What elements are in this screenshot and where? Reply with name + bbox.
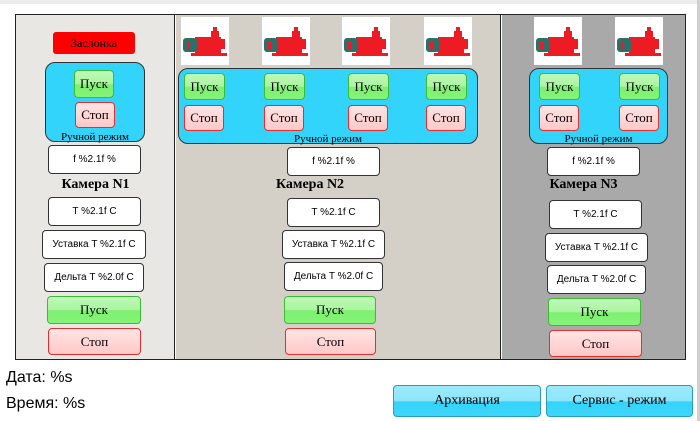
main-frame bbox=[15, 14, 686, 360]
temperature-value: T %2.1f C bbox=[48, 197, 141, 226]
pump-start-button[interactable]: Пуск bbox=[348, 73, 389, 100]
setpoint-field[interactable]: Уставка T %2.1f C bbox=[282, 230, 385, 259]
delta-field[interactable]: Дельта T %2.0f C bbox=[547, 265, 646, 294]
pump-icon bbox=[615, 17, 663, 65]
chamber-start-button[interactable]: Пуск bbox=[548, 298, 641, 326]
time-label: Время: %s bbox=[6, 395, 86, 412]
top-strip bbox=[0, 0, 700, 4]
setpoint-field[interactable]: Уставка T %2.1f C bbox=[545, 233, 648, 262]
chamber-start-button[interactable]: Пуск bbox=[284, 296, 376, 324]
pump-icon bbox=[181, 17, 229, 65]
manual-mode-label: Ручной режим bbox=[564, 133, 633, 145]
pump-stop-button[interactable]: Стоп bbox=[264, 105, 304, 131]
date-label: Дата: %s bbox=[6, 369, 73, 386]
pump-start-button[interactable]: Пуск bbox=[619, 73, 660, 100]
damper-button[interactable]: Заслонка bbox=[53, 32, 135, 54]
manual-stop-button[interactable]: Стоп bbox=[75, 102, 115, 128]
chamber-title: Камера N3 bbox=[549, 177, 618, 192]
pump-start-button[interactable]: Пуск bbox=[539, 73, 580, 100]
chamber-start-button[interactable]: Пуск bbox=[47, 296, 141, 324]
pump-icon bbox=[342, 17, 390, 65]
pump-start-button[interactable]: Пуск bbox=[426, 73, 467, 100]
frequency-value: f %2.1f % bbox=[547, 147, 640, 176]
archive-button[interactable]: Архивация bbox=[393, 385, 541, 417]
pump-stop-button[interactable]: Стоп bbox=[426, 105, 466, 131]
chamber-title: Камера N1 bbox=[61, 177, 130, 192]
pump-icon bbox=[534, 17, 582, 65]
pump-stop-button[interactable]: Стоп bbox=[539, 105, 579, 131]
delta-field[interactable]: Дельта T %2.0f C bbox=[44, 263, 144, 292]
pump-stop-button[interactable]: Стоп bbox=[619, 105, 659, 131]
pump-stop-button[interactable]: Стоп bbox=[184, 105, 224, 131]
manual-mode-label: Ручной режим bbox=[293, 133, 362, 145]
pump-icon bbox=[424, 17, 472, 65]
pump-start-button[interactable]: Пуск bbox=[264, 73, 305, 100]
setpoint-field[interactable]: Уставка T %2.1f C bbox=[42, 230, 146, 259]
pump-start-button[interactable]: Пуск bbox=[184, 73, 225, 100]
temperature-value: T %2.1f C bbox=[549, 200, 642, 229]
delta-field[interactable]: Дельта T %2.0f C bbox=[284, 262, 383, 291]
service-mode-button[interactable]: Сервис - режим bbox=[546, 385, 693, 417]
chamber-stop-button[interactable]: Стоп bbox=[48, 328, 141, 355]
pump-icon bbox=[262, 17, 310, 65]
window-border bbox=[697, 0, 700, 421]
manual-mode-label: Ручной режим bbox=[60, 131, 129, 143]
chamber-stop-button[interactable]: Стоп bbox=[285, 328, 376, 355]
pump-stop-button[interactable]: Стоп bbox=[348, 105, 388, 131]
frequency-value: f %2.1f % bbox=[48, 145, 141, 174]
frequency-value: f %2.1f % bbox=[287, 147, 380, 176]
chamber-stop-button[interactable]: Стоп bbox=[549, 330, 642, 357]
chamber-title: Камера N2 bbox=[275, 177, 345, 192]
temperature-value: T %2.1f C bbox=[287, 198, 380, 227]
manual-start-button[interactable]: Пуск bbox=[74, 70, 114, 98]
